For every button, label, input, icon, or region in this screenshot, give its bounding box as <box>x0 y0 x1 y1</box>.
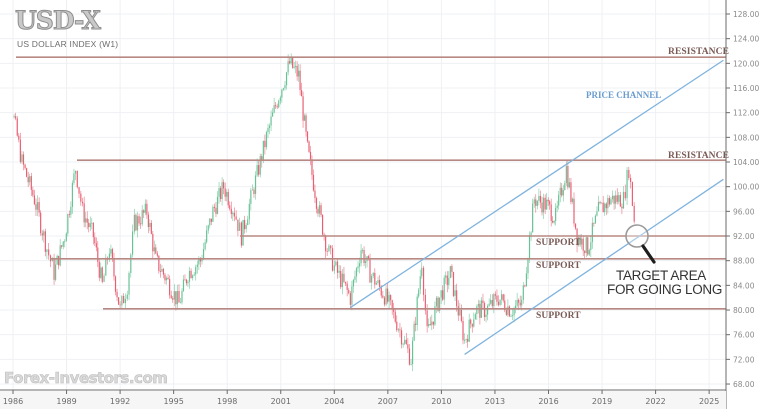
x-tick-label: 2016 <box>538 397 558 406</box>
price-candles <box>13 53 635 372</box>
y-tick-label: 80.00 <box>733 306 755 315</box>
x-tick-label: 1998 <box>217 397 237 406</box>
y-tick-label: 72.00 <box>733 355 755 364</box>
y-tick-label: 76.00 <box>733 331 755 340</box>
y-tick-label: 120.00 <box>733 59 759 68</box>
channel-line-lower <box>464 178 724 355</box>
price-channel-label: PRICE CHANNEL <box>586 90 661 100</box>
target-area-label-line2: FOR GOING LONG <box>607 282 722 297</box>
x-tick-label: 2010 <box>431 397 451 406</box>
y-tick-label: 84.00 <box>733 281 755 290</box>
y-tick-label: 96.00 <box>733 207 755 216</box>
resistance-label-lower: RESISTANCE <box>668 151 729 161</box>
y-tick-label: 112.00 <box>733 109 759 118</box>
chart-logo: USD-X <box>15 6 102 35</box>
channel-line-upper <box>350 59 724 309</box>
x-tick-label: 1995 <box>163 397 183 406</box>
y-tick-label: 116.00 <box>733 84 759 93</box>
grid-lines <box>0 0 726 390</box>
support-resistance-lines <box>16 56 726 310</box>
x-tick-label: 2013 <box>485 397 505 406</box>
x-tick-label: 2022 <box>645 397 665 406</box>
watermark: Forex-Investors.com <box>4 369 167 387</box>
x-tick-label: 2001 <box>271 397 291 406</box>
y-tick-label: 92.00 <box>733 232 755 241</box>
chart-subtitle: US DOLLAR INDEX (W1) <box>17 39 118 49</box>
magnifier-icon <box>625 224 656 264</box>
y-tick-label: 128.00 <box>733 10 759 19</box>
support-label-88: SUPPORT <box>536 261 581 271</box>
x-tick-label: 2007 <box>378 397 398 406</box>
x-axis-band <box>0 391 726 409</box>
y-tick-label: 88.00 <box>733 257 755 266</box>
support-label-80: SUPPORT <box>536 311 581 321</box>
support-label-92: SUPPORT <box>536 238 581 248</box>
y-axis-ticks: 128.00 124.00 120.00 116.00 112.00 108.00 104.… <box>726 10 759 389</box>
x-tick-label: 2019 <box>592 397 612 406</box>
resistance-label-upper: RESISTANCE <box>668 47 729 57</box>
y-tick-label: 124.00 <box>733 35 759 44</box>
x-tick-label: 2004 <box>324 397 344 406</box>
x-tick-label: 1989 <box>56 397 76 406</box>
y-tick-label: 100.00 <box>733 183 759 192</box>
x-tick-label: 2025 <box>699 397 719 406</box>
y-tick-label: 108.00 <box>733 133 759 142</box>
y-tick-label: 104.00 <box>733 158 759 167</box>
x-tick-label: 1986 <box>3 397 23 406</box>
target-area-label-line1: TARGET AREA <box>616 268 706 283</box>
price-channel-lines <box>350 59 724 355</box>
x-axis-ticks: 1986 1989 1992 1995 1998 2001 2004 2007 2010 2013… <box>3 390 719 406</box>
y-tick-label: 68.00 <box>733 380 755 389</box>
x-tick-label: 1992 <box>110 397 130 406</box>
